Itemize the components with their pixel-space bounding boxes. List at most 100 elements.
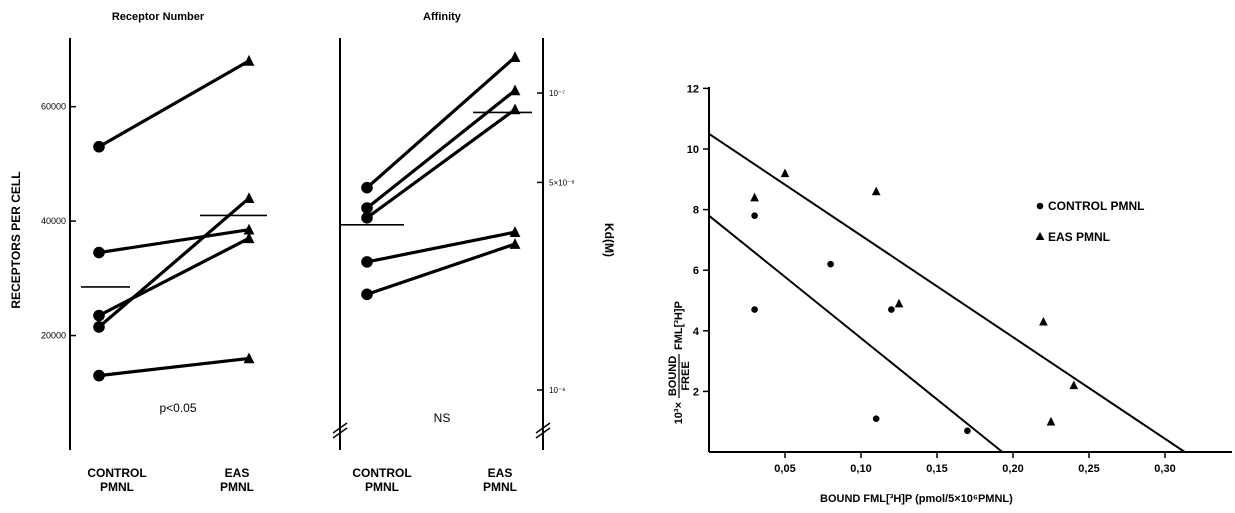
scatchard-y-axis-label: 10³× BOUND FREE FML[³H]P [667,301,692,424]
eas-point [871,186,881,196]
affinity-mean-markers [341,111,532,226]
receptor-control-point [93,309,105,322]
affinity-series-line [366,89,516,210]
affinity-control-point [361,256,373,268]
scatchard-y-tick-label: 4 [693,326,700,338]
receptor-control-point [93,321,105,333]
affinity-eas-point [509,226,521,237]
receptor-series-line [98,356,250,378]
legend-triangle-icon [1035,232,1045,240]
receptor-mean-markers [81,214,267,288]
affinity-control-point [361,212,373,224]
affinity-x-category-label: PMNL [483,480,517,494]
scatchard-panel: 2 4 6 8 10 12 0,05 0,10 0,15 0,20 0,25 0,30 BOUND … [667,83,1232,505]
affinity-panel-title: Affinity [423,11,462,23]
affinity-control-point [361,181,373,194]
eas-point [1069,380,1079,390]
eas-point [1039,316,1048,326]
y-label-numerator: BOUND [667,356,679,396]
scatchard-x-tick-label: 0,30 [1154,463,1175,475]
receptor-y-tick-label: 20000 [41,331,66,341]
control-point [827,260,834,268]
eas-point [780,168,790,178]
affinity-y-tick-label: 10⁻⁷ [549,89,565,98]
affinity-x-category-label: CONTROL [352,466,411,480]
scatchard-y-tick-label: 8 [693,205,699,217]
scatchard-x-axis-label: BOUND FML[³H]P (pmol/5×10⁶PMNL) [820,493,1013,505]
y-label-suffix: FML[³H]P [673,301,685,350]
affinity-y-tick-label: 10⁻⁸ [549,386,566,395]
receptor-control-point [93,246,105,259]
affinity-y-tick-label: 5×10⁻⁸ [549,178,575,187]
affinity-series-lines [361,51,521,301]
affinity-y-ticks: 10⁻⁸ 5×10⁻⁸ 10⁻⁷ [537,89,575,395]
legend-eas-label: EAS PMNL [1048,230,1110,244]
affinity-x-category-label: PMNL [365,480,399,494]
control-point [872,415,880,422]
affinity-y-axis-label: Kd(M) [602,223,616,257]
affinity-eas-point [509,238,521,249]
eas-point [894,298,904,308]
scatchard-fit-lines [708,133,1186,453]
left-axis-break-icon [332,422,348,439]
y-label-prefix: 10³× [673,402,685,424]
legend-circle-icon [1036,202,1044,210]
receptor-x-category-label: CONTROL [87,466,146,480]
scatchard-points [750,168,1079,435]
receptor-x-category-label: PMNL [220,480,254,494]
affinity-control-point [361,202,373,214]
control-point [964,427,971,435]
affinity-series-line [366,108,516,220]
receptor-number-panel: Receptor Number RECEPTORS PER CELL 20000… [9,11,267,494]
receptor-significance-label: p<0.05 [159,401,196,415]
receptor-control-point [93,369,105,382]
right-axis-break-icon [535,422,551,439]
control-point [888,306,895,313]
receptor-eas-point [243,232,255,244]
scatchard-y-tick-label: 6 [693,265,699,277]
scatchard-x-ticks: 0,05 0,10 0,15 0,20 0,25 0,30 [774,452,1176,475]
eas-point [750,192,759,202]
receptor-y-axis-label: RECEPTORS PER CELL [9,171,23,308]
scatchard-x-tick-label: 0,20 [1002,463,1023,475]
receptor-x-category-label: EAS [225,466,250,480]
control-fit-line [708,214,1003,453]
affinity-series-line [365,55,517,189]
receptor-control-point [93,140,105,153]
receptor-panel-title: Receptor Number [112,11,205,23]
scatchard-y-tick-label: 12 [687,83,699,95]
receptor-y-tick-label: 60000 [41,102,66,112]
scatchard-y-ticks: 2 4 6 8 10 12 [687,83,709,398]
eas-point [1046,416,1056,426]
receptor-eas-point [243,352,255,364]
affinity-x-category-label: EAS [488,466,513,480]
affinity-eas-point [509,51,521,62]
scatchard-x-tick-label: 0,25 [1078,463,1099,475]
receptor-series-line [98,236,250,317]
scatchard-legend: CONTROL PMNL EAS PMNL [1035,199,1144,244]
eas-fit-line [708,133,1186,453]
affinity-control-point [361,288,373,301]
control-point [751,306,758,313]
affinity-series-line [366,242,516,296]
affinity-significance-label: NS [434,411,451,425]
scatchard-x-tick-label: 0,10 [850,463,871,475]
affinity-eas-point [509,103,521,115]
receptor-series-line [98,228,250,255]
y-label-denominator: FREE [680,361,692,390]
scatchard-y-tick-label: 2 [693,386,699,398]
scatchard-x-tick-label: 0,15 [926,463,947,475]
scatchard-x-tick-label: 0,05 [774,463,795,475]
affinity-panel: Affinity Kd(M) 10⁻⁸ 5×10⁻⁸ 10⁻⁷ NS CONTROL… [332,11,616,494]
legend-control-label: CONTROL PMNL [1048,199,1144,213]
receptor-y-tick-label: 40000 [41,216,66,226]
receptor-eas-point [243,192,255,204]
receptor-x-category-label: PMNL [100,480,134,494]
receptor-eas-point [243,54,255,66]
affinity-eas-point [509,84,521,96]
control-point [751,212,758,219]
scatchard-y-tick-label: 10 [687,144,699,156]
receptor-eas-point [243,223,255,235]
